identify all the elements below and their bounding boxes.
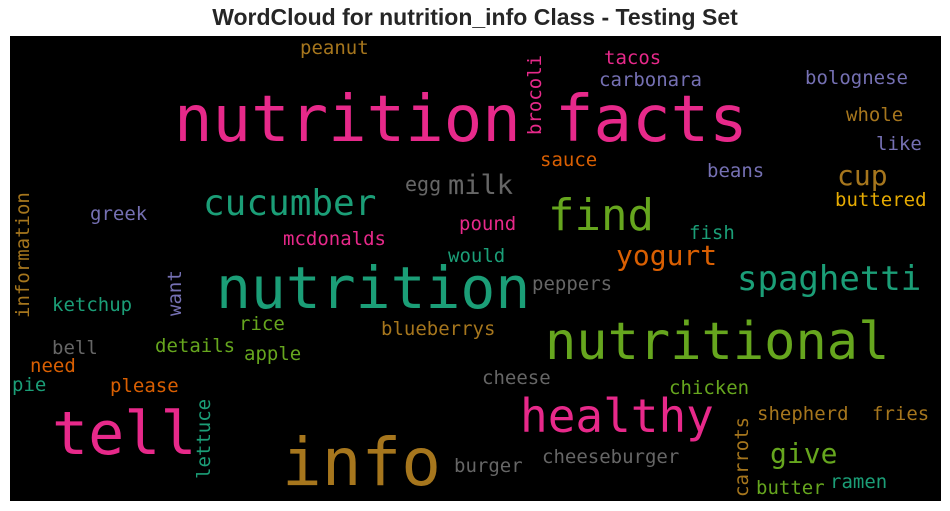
word-chicken: chicken xyxy=(669,377,750,399)
word-peppers: peppers xyxy=(532,273,613,295)
word-spaghetti: spaghetti xyxy=(737,259,922,299)
word-fish: fish xyxy=(689,222,735,244)
word-lettuce: lettuce xyxy=(193,398,215,479)
word-mcdonalds: mcdonalds xyxy=(283,228,386,250)
word-cloud: nutrition facts nutrition info nutrition… xyxy=(10,36,941,501)
word-information: information xyxy=(12,192,34,318)
word-cup: cup xyxy=(837,159,888,192)
word-need: need xyxy=(30,355,76,377)
word-cucumber: cucumber xyxy=(203,183,377,224)
word-find: find xyxy=(548,190,654,241)
word-pie: pie xyxy=(12,374,47,396)
word-butter: butter xyxy=(756,477,825,499)
word-ramen: ramen xyxy=(830,471,888,493)
word-burger: burger xyxy=(454,455,523,477)
word-yogurt: yogurt xyxy=(616,239,718,272)
word-cheeseburger: cheeseburger xyxy=(542,446,680,468)
word-nutrition-top: nutrition xyxy=(174,83,521,157)
word-details: details xyxy=(155,335,236,357)
word-nutrition: nutrition xyxy=(216,254,531,322)
chart-title: WordCloud for nutrition_info Class - Tes… xyxy=(212,4,738,30)
word-give: give xyxy=(770,437,838,470)
word-shepherd: shepherd xyxy=(757,403,849,425)
word-beans: beans xyxy=(707,160,765,182)
word-apple: apple xyxy=(244,343,302,365)
word-brocoli: brocoli xyxy=(524,54,546,135)
word-info: info xyxy=(282,424,441,501)
word-ketchup: ketchup xyxy=(52,294,133,316)
word-fries: fries xyxy=(872,403,930,425)
word-healthy: healthy xyxy=(520,389,714,443)
word-nutritional: nutritional xyxy=(545,312,890,372)
word-bolognese: bolognese xyxy=(805,67,908,89)
word-peanut: peanut xyxy=(300,37,369,59)
word-please: please xyxy=(110,375,179,397)
word-cheese: cheese xyxy=(482,367,551,389)
word-pound: pound xyxy=(459,213,517,235)
word-egg: egg xyxy=(405,172,442,196)
word-carbonara: carbonara xyxy=(599,69,702,91)
word-buttered: buttered xyxy=(835,189,927,211)
word-carrots: carrots xyxy=(731,416,753,497)
word-would: would xyxy=(448,245,506,267)
word-want: want xyxy=(164,270,186,316)
word-tell: tell xyxy=(52,399,197,469)
word-like: like xyxy=(876,133,922,155)
word-bell: bell xyxy=(52,337,98,359)
word-facts: facts xyxy=(555,83,748,157)
word-sauce: sauce xyxy=(540,149,598,171)
word-greek: greek xyxy=(90,203,148,225)
word-milk: milk xyxy=(448,170,514,201)
word-tacos: tacos xyxy=(604,47,662,69)
word-rice: rice xyxy=(239,313,285,335)
word-whole: whole xyxy=(846,104,904,126)
word-blueberrys: blueberrys xyxy=(381,318,496,340)
